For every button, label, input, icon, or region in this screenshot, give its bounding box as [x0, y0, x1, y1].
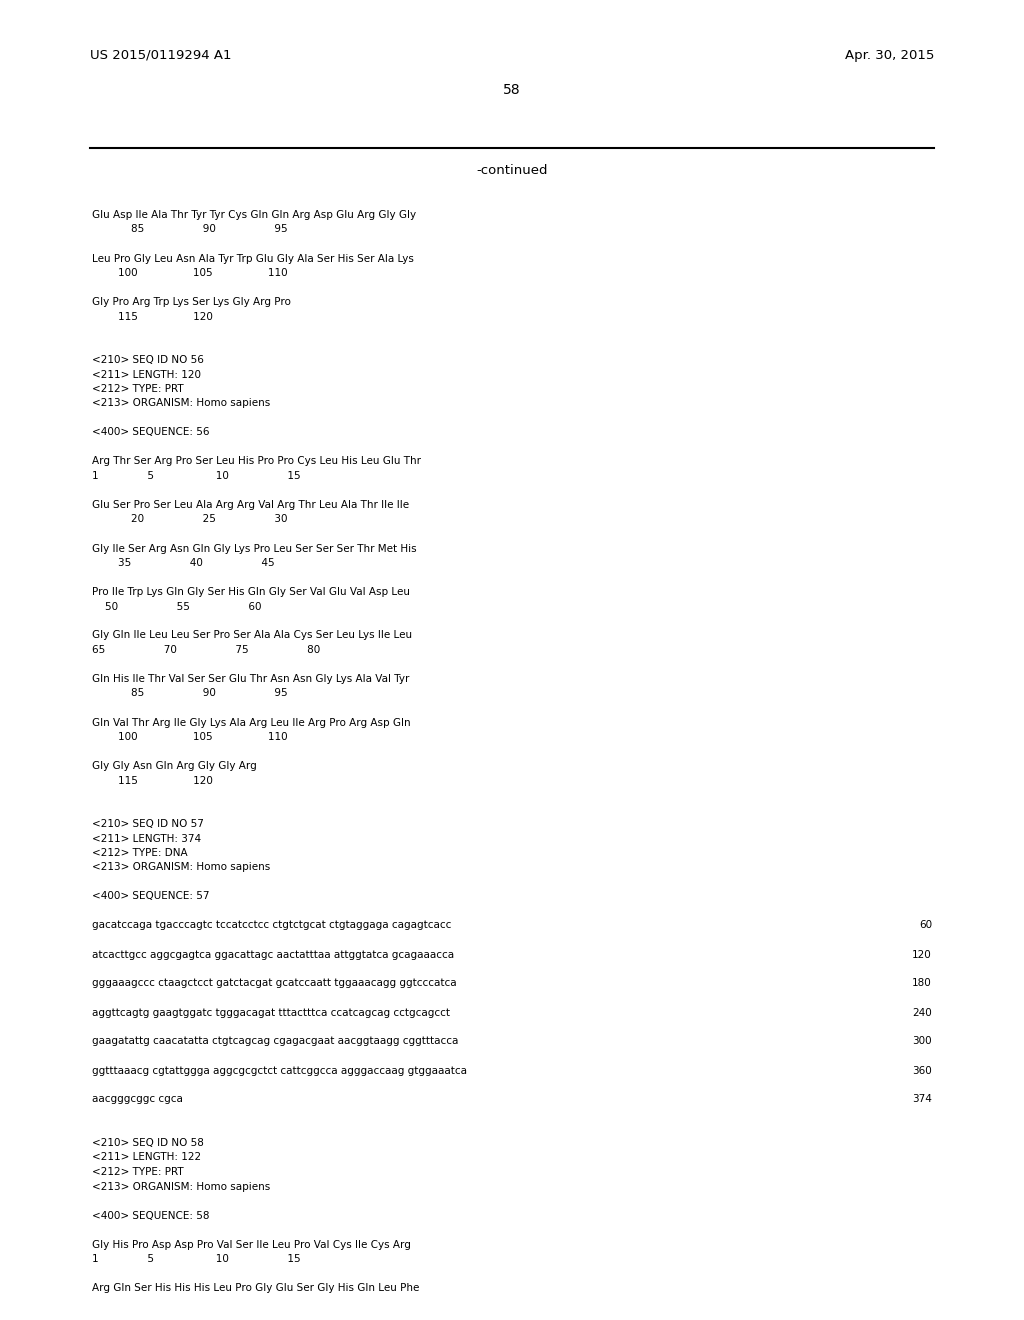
- Text: 115                 120: 115 120: [92, 776, 213, 785]
- Text: 115                 120: 115 120: [92, 312, 213, 322]
- Text: <400> SEQUENCE: 57: <400> SEQUENCE: 57: [92, 891, 210, 902]
- Text: 58: 58: [503, 83, 521, 96]
- Text: 180: 180: [912, 978, 932, 989]
- Text: Gly Pro Arg Trp Lys Ser Lys Gly Arg Pro: Gly Pro Arg Trp Lys Ser Lys Gly Arg Pro: [92, 297, 291, 308]
- Text: Gly Ile Ser Arg Asn Gln Gly Lys Pro Leu Ser Ser Ser Thr Met His: Gly Ile Ser Arg Asn Gln Gly Lys Pro Leu …: [92, 544, 417, 553]
- Text: 1               5                   10                  15: 1 5 10 15: [92, 471, 301, 480]
- Text: 360: 360: [912, 1065, 932, 1076]
- Text: aggttcagtg gaagtggatc tgggacagat tttactttca ccatcagcag cctgcagcct: aggttcagtg gaagtggatc tgggacagat tttactt…: [92, 1007, 450, 1018]
- Text: <210> SEQ ID NO 56: <210> SEQ ID NO 56: [92, 355, 204, 366]
- Text: Gln Val Thr Arg Ile Gly Lys Ala Arg Leu Ile Arg Pro Arg Asp Gln: Gln Val Thr Arg Ile Gly Lys Ala Arg Leu …: [92, 718, 411, 727]
- Text: -continued: -continued: [476, 164, 548, 177]
- Text: 100                 105                 110: 100 105 110: [92, 733, 288, 742]
- Text: ggtttaaacg cgtattggga aggcgcgctct cattcggcca agggaccaag gtggaaatca: ggtttaaacg cgtattggga aggcgcgctct cattcg…: [92, 1065, 467, 1076]
- Text: 85                  90                  95: 85 90 95: [92, 689, 288, 698]
- Text: <211> LENGTH: 374: <211> LENGTH: 374: [92, 833, 201, 843]
- Text: <212> TYPE: PRT: <212> TYPE: PRT: [92, 384, 183, 393]
- Text: <400> SEQUENCE: 56: <400> SEQUENCE: 56: [92, 428, 210, 437]
- Text: Arg Thr Ser Arg Pro Ser Leu His Pro Pro Cys Leu His Leu Glu Thr: Arg Thr Ser Arg Pro Ser Leu His Pro Pro …: [92, 457, 421, 466]
- Text: <211> LENGTH: 120: <211> LENGTH: 120: [92, 370, 201, 380]
- Text: 100                 105                 110: 100 105 110: [92, 268, 288, 279]
- Text: <210> SEQ ID NO 57: <210> SEQ ID NO 57: [92, 818, 204, 829]
- Text: Leu Pro Gly Leu Asn Ala Tyr Trp Glu Gly Ala Ser His Ser Ala Lys: Leu Pro Gly Leu Asn Ala Tyr Trp Glu Gly …: [92, 253, 414, 264]
- Text: Arg Gln Ser His His His Leu Pro Gly Glu Ser Gly His Gln Leu Phe: Arg Gln Ser His His His Leu Pro Gly Glu …: [92, 1283, 420, 1294]
- Text: 35                  40                  45: 35 40 45: [92, 558, 274, 568]
- Text: 374: 374: [912, 1094, 932, 1105]
- Text: <213> ORGANISM: Homo sapiens: <213> ORGANISM: Homo sapiens: [92, 1181, 270, 1192]
- Text: 120: 120: [912, 949, 932, 960]
- Text: 60: 60: [919, 920, 932, 931]
- Text: gaagatattg caacatatta ctgtcagcag cgagacgaat aacggtaagg cggtttacca: gaagatattg caacatatta ctgtcagcag cgagacg…: [92, 1036, 459, 1047]
- Text: atcacttgcc aggcgagtca ggacattagc aactatttaa attggtatca gcagaaacca: atcacttgcc aggcgagtca ggacattagc aactatt…: [92, 949, 454, 960]
- Text: Apr. 30, 2015: Apr. 30, 2015: [845, 49, 934, 62]
- Text: 20                  25                  30: 20 25 30: [92, 515, 288, 524]
- Text: Gly His Pro Asp Asp Pro Val Ser Ile Leu Pro Val Cys Ile Cys Arg: Gly His Pro Asp Asp Pro Val Ser Ile Leu …: [92, 1239, 411, 1250]
- Text: 300: 300: [912, 1036, 932, 1047]
- Text: Glu Ser Pro Ser Leu Ala Arg Arg Val Arg Thr Leu Ala Thr Ile Ile: Glu Ser Pro Ser Leu Ala Arg Arg Val Arg …: [92, 500, 410, 510]
- Text: Gly Gly Asn Gln Arg Gly Gly Arg: Gly Gly Asn Gln Arg Gly Gly Arg: [92, 762, 257, 771]
- Text: <213> ORGANISM: Homo sapiens: <213> ORGANISM: Homo sapiens: [92, 399, 270, 408]
- Text: <212> TYPE: PRT: <212> TYPE: PRT: [92, 1167, 183, 1177]
- Text: <213> ORGANISM: Homo sapiens: <213> ORGANISM: Homo sapiens: [92, 862, 270, 873]
- Text: <210> SEQ ID NO 58: <210> SEQ ID NO 58: [92, 1138, 204, 1148]
- Text: Pro Ile Trp Lys Gln Gly Ser His Gln Gly Ser Val Glu Val Asp Leu: Pro Ile Trp Lys Gln Gly Ser His Gln Gly …: [92, 587, 410, 597]
- Text: Gly Gln Ile Leu Leu Ser Pro Ser Ala Ala Cys Ser Leu Lys Ile Leu: Gly Gln Ile Leu Leu Ser Pro Ser Ala Ala …: [92, 631, 412, 640]
- Text: gacatccaga tgacccagtc tccatcctcc ctgtctgcat ctgtaggaga cagagtcacc: gacatccaga tgacccagtc tccatcctcc ctgtctg…: [92, 920, 452, 931]
- Text: gggaaagccc ctaagctcct gatctacgat gcatccaatt tggaaacagg ggtcccatca: gggaaagccc ctaagctcct gatctacgat gcatcca…: [92, 978, 457, 989]
- Text: 65                  70                  75                  80: 65 70 75 80: [92, 645, 321, 655]
- Text: 240: 240: [912, 1007, 932, 1018]
- Text: 85                  90                  95: 85 90 95: [92, 224, 288, 235]
- Text: US 2015/0119294 A1: US 2015/0119294 A1: [90, 49, 231, 62]
- Text: <400> SEQUENCE: 58: <400> SEQUENCE: 58: [92, 1210, 210, 1221]
- Text: aacgggcggc cgca: aacgggcggc cgca: [92, 1094, 183, 1105]
- Text: Gln His Ile Thr Val Ser Ser Glu Thr Asn Asn Gly Lys Ala Val Tyr: Gln His Ile Thr Val Ser Ser Glu Thr Asn …: [92, 675, 410, 684]
- Text: Glu Asp Ile Ala Thr Tyr Tyr Cys Gln Gln Arg Asp Glu Arg Gly Gly: Glu Asp Ile Ala Thr Tyr Tyr Cys Gln Gln …: [92, 210, 416, 220]
- Text: 1               5                   10                  15: 1 5 10 15: [92, 1254, 301, 1265]
- Text: 50                  55                  60: 50 55 60: [92, 602, 261, 611]
- Text: <212> TYPE: DNA: <212> TYPE: DNA: [92, 847, 187, 858]
- Text: <211> LENGTH: 122: <211> LENGTH: 122: [92, 1152, 201, 1163]
